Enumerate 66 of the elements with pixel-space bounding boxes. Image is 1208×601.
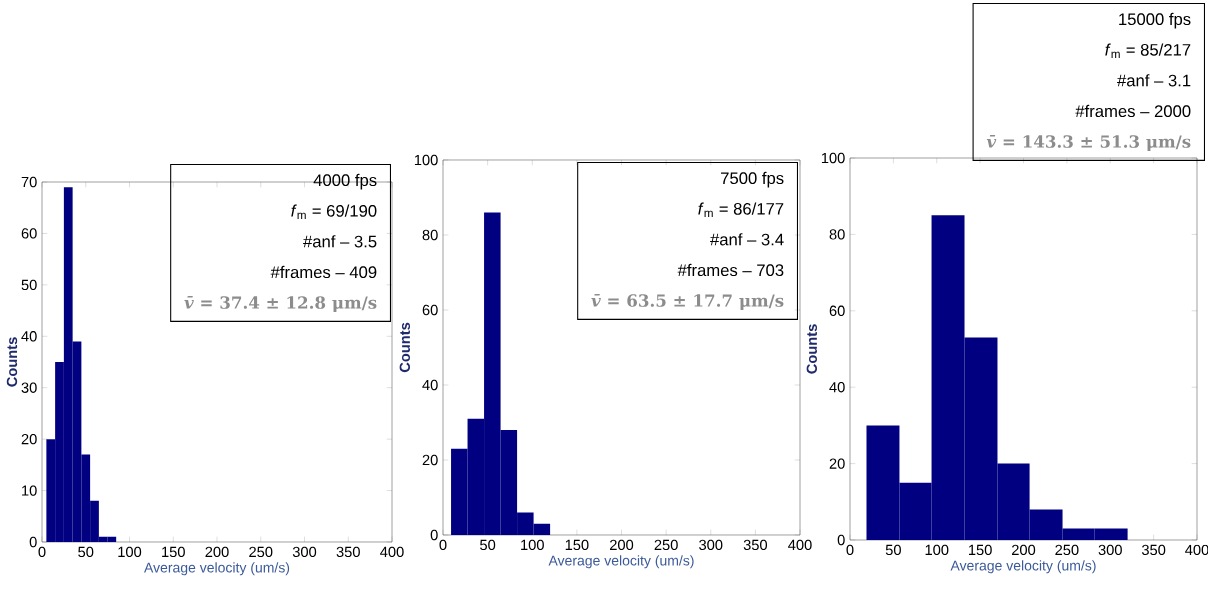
y-tick-label: 30 bbox=[21, 382, 37, 393]
x-tick-label: 200 bbox=[1012, 544, 1036, 556]
x-tick-label: 100 bbox=[521, 539, 544, 551]
x-tick-label: 150 bbox=[162, 546, 185, 558]
y-tick-label: 40 bbox=[422, 379, 438, 391]
x-tick-label: 150 bbox=[565, 539, 589, 551]
y-tick-label: 80 bbox=[829, 229, 845, 240]
y-tick-label: 50 bbox=[21, 279, 37, 291]
annotation: v̄ = 63.5 ± 17.7 μm/s bbox=[591, 294, 784, 311]
x-tick-label: 350 bbox=[336, 546, 360, 558]
y-tick-label: 40 bbox=[829, 382, 845, 393]
annotation: f$_{m}$ = 86/177 bbox=[698, 202, 784, 217]
y-axis-title: Counts bbox=[806, 324, 818, 374]
y-axis-title: Counts bbox=[6, 337, 18, 387]
x-tick-label: 350 bbox=[1141, 544, 1166, 556]
x-axis-title: Average velocity (um/s) bbox=[950, 560, 1096, 574]
x-tick-label: 0 bbox=[439, 539, 447, 551]
annotation: v̄ = 37.4 ± 12.8 μm/s bbox=[184, 296, 377, 313]
x-tick-label: 0 bbox=[38, 546, 46, 558]
x-tick-label: 300 bbox=[292, 546, 317, 558]
x-axis-title: Average velocity (um/s) bbox=[548, 555, 694, 569]
x-tick-label: 300 bbox=[699, 539, 723, 551]
y-tick-label: 100 bbox=[414, 154, 438, 166]
y-tick-label: 20 bbox=[422, 454, 438, 466]
annotation: #frames – 409 bbox=[270, 265, 377, 279]
x-tick-label: 150 bbox=[969, 544, 992, 556]
y-tick-label: 60 bbox=[829, 305, 845, 316]
x-tick-label: 400 bbox=[380, 546, 404, 558]
x-tick-label: 200 bbox=[610, 539, 634, 551]
x-tick-label: 50 bbox=[78, 546, 94, 558]
text: v̄ = 143.3 ± 51.3 μm/s bbox=[986, 135, 1191, 152]
y-tick-label: 0 bbox=[430, 529, 438, 541]
x-tick-label: 400 bbox=[1185, 544, 1208, 556]
x-tick-label: 200 bbox=[205, 546, 229, 558]
x-tick-label: 100 bbox=[925, 544, 949, 556]
x-tick-label: 400 bbox=[788, 539, 812, 551]
y-tick-label: 10 bbox=[22, 485, 37, 496]
y-tick-label: 60 bbox=[21, 228, 37, 239]
annotation: 7500 fps bbox=[721, 171, 784, 188]
text: f$_{m}$ = 85/217 bbox=[1105, 43, 1191, 58]
x-tick-label: 250 bbox=[1055, 544, 1079, 556]
x-tick-label: 0 bbox=[846, 544, 854, 556]
annotation: #anf – 3.4 bbox=[710, 233, 784, 246]
annotation: #anf – 3.5 bbox=[303, 235, 377, 248]
x-tick-label: 100 bbox=[118, 546, 142, 558]
y-tick-label: 20 bbox=[829, 458, 845, 469]
x-tick-label: 300 bbox=[1098, 544, 1122, 556]
x-axis-title: Average velocity (um/s) bbox=[144, 562, 290, 576]
y-axis-title: Counts bbox=[399, 322, 410, 373]
y-tick-label: 60 bbox=[422, 304, 438, 316]
text: #anf – 3.1 bbox=[1117, 74, 1191, 87]
y-tick-label: 70 bbox=[21, 176, 37, 188]
x-tick-label: 50 bbox=[885, 544, 901, 556]
x-tick-label: 250 bbox=[249, 546, 273, 558]
x-tick-label: 50 bbox=[480, 539, 496, 551]
x-tick-label: 350 bbox=[743, 539, 768, 551]
annotation: 4000 fps bbox=[313, 173, 377, 190]
y-tick-label: 20 bbox=[21, 433, 37, 445]
text: #frames – 2000 bbox=[1075, 104, 1191, 118]
y-tick-label: 40 bbox=[21, 331, 37, 342]
annotation: #frames – 703 bbox=[677, 263, 784, 277]
y-tick-label: 100 bbox=[821, 152, 845, 164]
annotation: f$_{m}$ = 69/190 bbox=[291, 204, 377, 219]
x-tick-label: 250 bbox=[654, 539, 678, 551]
text: 15000 fps bbox=[1119, 12, 1191, 29]
y-tick-label: 80 bbox=[422, 229, 438, 241]
